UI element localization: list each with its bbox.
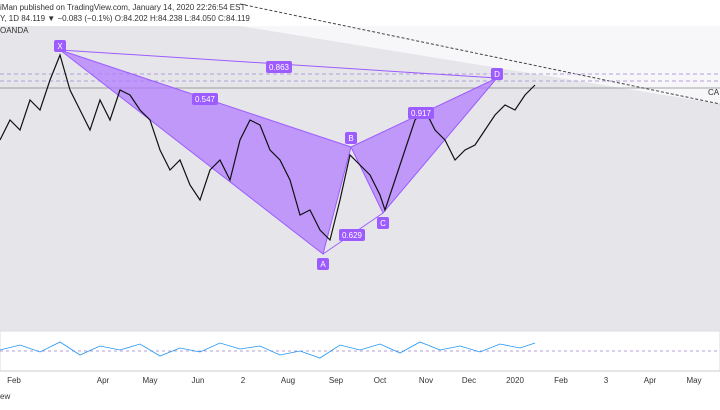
x-tick-label: 3 [604, 376, 609, 385]
x-tick-label: Apr [644, 376, 657, 385]
footer-text: ew [0, 392, 10, 401]
point-label: C [380, 219, 386, 228]
trend-line [239, 3, 720, 105]
point-badge [345, 132, 357, 144]
ratio-label: 0.629 [342, 231, 363, 240]
price-label: CA [708, 88, 720, 97]
price-path [0, 53, 536, 242]
point-label: B [348, 134, 353, 143]
x-axis: Feb Apr May Jun 2 Aug Sep Oct Nov Dec 2020 Feb 3 Apr M… [7, 376, 701, 385]
x-tick-label: Aug [281, 376, 295, 385]
pattern-labels: X A B C D 0.863 0.547 0.917 0.629 [54, 40, 503, 270]
upper-region [240, 26, 720, 104]
ratio-label: 0.863 [269, 63, 290, 72]
quote-text: Y, 1D 84.119 ▼ −0.083 (−0.1%) O:84.202 H… [0, 14, 250, 23]
x-tick-label: 2 [241, 376, 246, 385]
ratio-label: 0.547 [195, 95, 216, 104]
ratio-badge [266, 61, 292, 73]
ratio-badge [408, 107, 434, 119]
x-tick-label: Jun [192, 376, 205, 385]
point-badge [377, 217, 389, 229]
x-tick-label: Feb [7, 376, 21, 385]
x-tick-label: May [686, 376, 701, 385]
ratio-badge [339, 229, 365, 241]
x-tick-label: Feb [554, 376, 568, 385]
x-tick-label: May [142, 376, 157, 385]
ratio-label: 0.917 [411, 109, 432, 118]
author-text: iMan published on TradingView.com, Janua… [0, 3, 245, 12]
ratio-badge [192, 93, 218, 105]
x-tick-label: 2020 [506, 376, 524, 385]
point-label: X [57, 42, 63, 51]
point-badge [491, 68, 503, 80]
x-tick-label: Nov [419, 376, 433, 385]
point-label: D [494, 70, 500, 79]
oscillator-line [0, 341, 536, 359]
x-tick-label: Oct [374, 376, 387, 385]
source-text: OANDA [0, 26, 29, 35]
point-label: A [320, 260, 326, 269]
x-tick-label: Sep [329, 376, 344, 385]
x-tick-label: Apr [97, 376, 110, 385]
point-badge [54, 40, 66, 52]
point-badge [317, 258, 329, 270]
x-tick-label: Dec [462, 376, 476, 385]
